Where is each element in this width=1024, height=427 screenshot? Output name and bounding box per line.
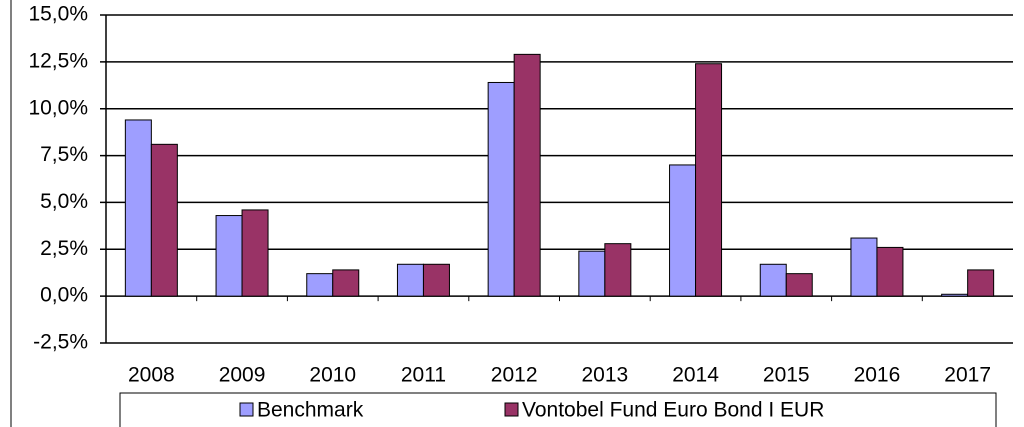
x-tick-label: 2017 [944, 364, 991, 387]
x-tick-label: 2015 [763, 364, 810, 387]
bar [759, 263, 787, 297]
legend-swatch [504, 402, 519, 417]
x-tick-label: 2012 [491, 364, 538, 387]
x-tick-label: 2013 [581, 364, 628, 387]
bar [669, 164, 697, 297]
legend-swatch [239, 402, 254, 417]
bar [578, 250, 606, 297]
y-tick-label: 0,0% [40, 284, 88, 307]
bar [850, 237, 878, 297]
legend-box [119, 392, 997, 427]
bar [306, 273, 334, 297]
bar [215, 215, 243, 297]
bar [422, 263, 450, 297]
bar [124, 119, 152, 297]
bar [332, 269, 360, 297]
legend-label: Benchmark [257, 399, 364, 422]
y-tick-label: 10,0% [28, 96, 88, 119]
x-tick-label: 2010 [309, 364, 356, 387]
x-tick-label: 2016 [854, 364, 901, 387]
y-tick-label: 15,0% [28, 3, 88, 26]
bar [876, 246, 904, 297]
bar [513, 53, 541, 297]
bar [941, 293, 969, 297]
y-tick-label: 2,5% [40, 237, 88, 260]
x-tick-label: 2011 [401, 364, 446, 387]
y-tick-label: 7,5% [40, 143, 88, 166]
bar [241, 209, 269, 297]
bar [695, 63, 723, 297]
bar [785, 273, 813, 297]
bar [150, 143, 178, 297]
legend-label: Vontobel Fund Euro Bond I EUR [522, 399, 824, 422]
y-tick-label: 5,0% [40, 190, 88, 213]
x-tick-label: 2009 [219, 364, 266, 387]
y-tick-label: 12,5% [28, 49, 88, 72]
bar [604, 243, 632, 297]
y-tick-label: -2,5% [33, 331, 88, 354]
bar [487, 81, 515, 297]
x-tick-label: 2008 [128, 364, 175, 387]
bar [396, 263, 424, 297]
bar [967, 269, 995, 297]
x-tick-label: 2014 [672, 364, 719, 387]
